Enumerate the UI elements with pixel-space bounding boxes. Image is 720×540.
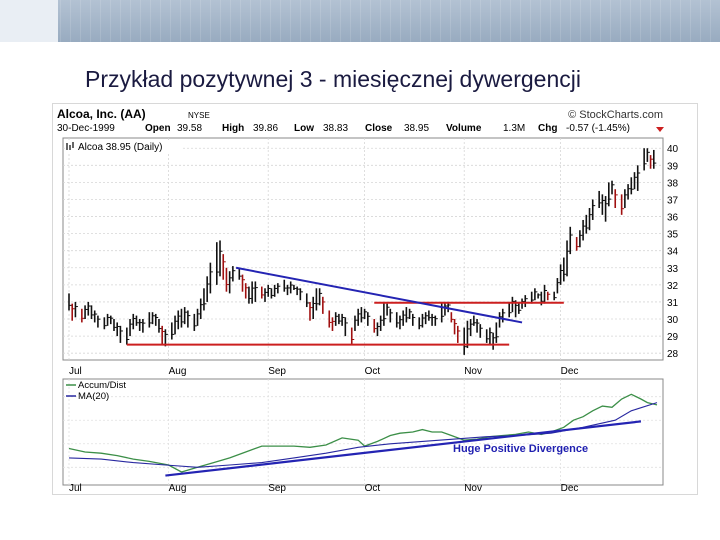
month-tick-label: Aug	[169, 483, 187, 494]
legend-entry: MA(20)	[78, 391, 109, 402]
price-y-tick: 37	[667, 195, 679, 206]
indicator-panel	[62, 378, 664, 486]
price-panel	[62, 137, 664, 361]
month-tick-label: Sep	[268, 366, 286, 377]
volume-value: 1.3M	[503, 123, 525, 134]
low-value: 38.83	[323, 123, 348, 134]
price-trendline	[235, 266, 523, 324]
top-bar-notch	[0, 0, 58, 42]
chart-title: Alcoa, Inc. (AA)	[57, 107, 146, 121]
month-tick-label: Nov	[464, 483, 482, 494]
slide-title: Przykład pozytywnej 3 - miesięcznej dywe…	[85, 66, 581, 92]
legend-bg	[65, 140, 183, 152]
month-axis-top: Jul Aug Sep Oct Nov Dec	[69, 366, 578, 377]
price-y-tick: 36	[667, 213, 679, 224]
price-y-tick: 35	[667, 230, 679, 241]
legend-entry: Accum/Dist	[78, 380, 126, 391]
close-label: Close	[365, 123, 393, 134]
close-value: 38.95	[404, 123, 429, 134]
price-y-tick: 32	[667, 281, 679, 292]
price-trendlines	[126, 266, 564, 346]
chg-label: Chg	[538, 123, 557, 134]
month-tick-label: Nov	[464, 366, 482, 377]
indicator-trendline	[165, 420, 642, 477]
high-value: 39.86	[253, 123, 278, 134]
open-label: Open	[145, 123, 171, 134]
top-decorative-bar	[0, 0, 720, 42]
month-tick-label: Sep	[268, 483, 286, 494]
month-tick-label: Aug	[169, 366, 187, 377]
price-grid	[63, 138, 663, 360]
low-label: Low	[294, 123, 314, 134]
price-bars	[68, 148, 657, 355]
chg-value: -0.57 (-1.45%)	[566, 123, 630, 134]
month-tick-label: Dec	[561, 483, 579, 494]
down-arrow-icon	[656, 127, 664, 132]
stock-chart-image: Alcoa, Inc. (AA) NYSE © StockCharts.com …	[52, 103, 698, 495]
price-y-tick: 34	[667, 247, 679, 258]
open-value: 39.58	[177, 123, 202, 134]
price-y-tick: 40	[667, 144, 679, 155]
stock-chart-svg: Alcoa, Inc. (AA) NYSE © StockCharts.com …	[57, 107, 679, 494]
price-legend: Alcoa 38.95 (Daily)	[78, 142, 162, 153]
month-tick-label: Oct	[365, 483, 381, 494]
month-tick-label: Jul	[69, 366, 82, 377]
divergence-annotation: Huge Positive Divergence	[453, 443, 588, 455]
top-bar-stripes	[0, 0, 720, 42]
price-y-tick: 38	[667, 178, 679, 189]
quote-date: 30-Dec-1999	[57, 123, 115, 134]
quote-line: 30-Dec-1999 Open 39.58 High 39.86 Low 38…	[57, 123, 664, 134]
price-y-tick: 28	[667, 349, 679, 360]
volume-label: Volume	[446, 123, 482, 134]
high-label: High	[222, 123, 244, 134]
accum-dist-line	[68, 393, 658, 473]
price-y-tick: 29	[667, 332, 679, 343]
month-tick-label: Dec	[561, 366, 579, 377]
source-label: © StockCharts.com	[568, 109, 663, 121]
month-axis-bottom: Jul Aug Sep Oct Nov Dec	[69, 483, 578, 494]
price-bars-icon	[66, 142, 74, 150]
price-y-axis: 28 29 30 31 32 33 34 35 36 37 38 39 40	[667, 144, 679, 360]
month-tick-label: Jul	[69, 483, 82, 494]
price-y-tick: 33	[667, 264, 679, 275]
indicator-trendline	[165, 420, 642, 477]
price-y-tick: 30	[667, 315, 679, 326]
month-tick-label: Oct	[365, 366, 381, 377]
price-y-tick: 39	[667, 161, 679, 172]
exchange-label: NYSE	[188, 111, 210, 120]
price-y-tick: 31	[667, 298, 679, 309]
